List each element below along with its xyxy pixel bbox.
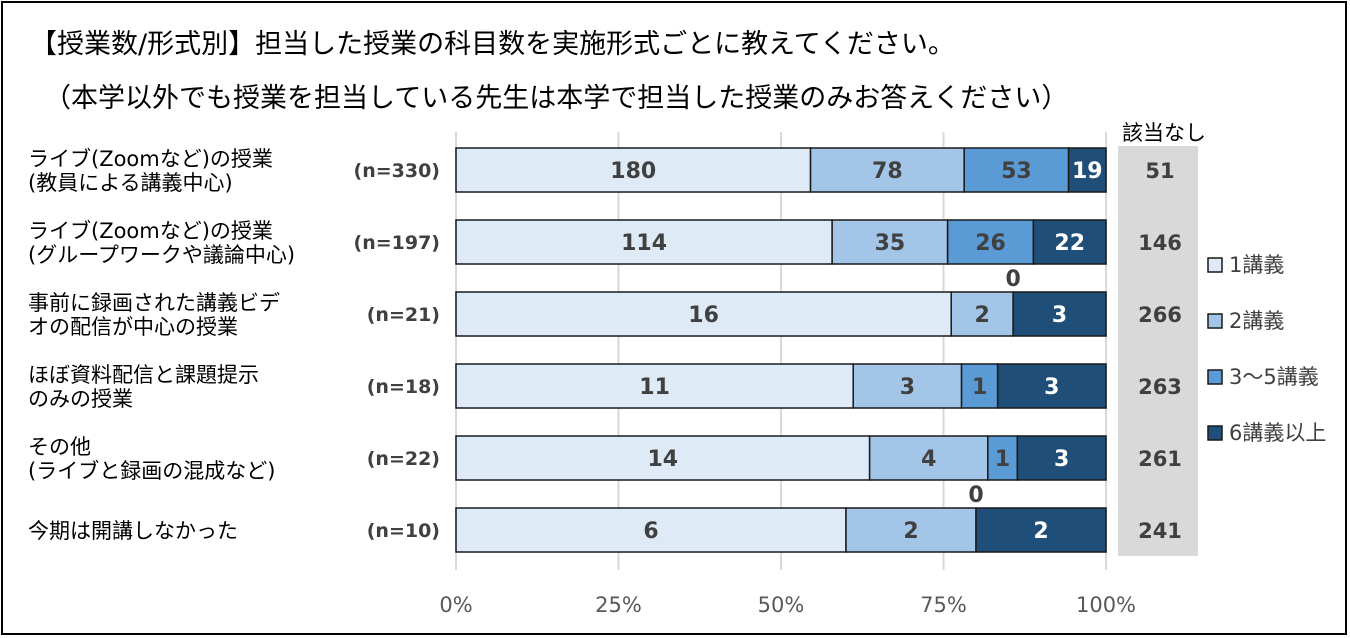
n-label: (n=22) <box>367 448 440 470</box>
n-label: (n=10) <box>367 520 440 542</box>
category-label: (ライブと録画の混成など) <box>28 459 275 483</box>
legend-label: 2講義 <box>1229 309 1284 333</box>
n-label: (n=197) <box>354 232 440 254</box>
bar-segment <box>455 219 833 265</box>
bar-segment <box>960 363 999 409</box>
category-label: ライブ(Zoomなど)の授業 <box>28 147 273 171</box>
none-value: 261 <box>1138 447 1182 471</box>
data-label: 78 <box>872 159 903 184</box>
bar-segment <box>868 435 989 481</box>
bar-segment <box>946 219 1035 265</box>
n-label: (n=21) <box>367 304 440 326</box>
data-label: 16 <box>688 303 719 328</box>
bar-segment <box>845 507 977 553</box>
x-tick-label: 75% <box>920 593 967 617</box>
data-label-zero: 0 <box>968 483 983 508</box>
category-label: のみの授業 <box>28 387 133 411</box>
n-label: (n=330) <box>354 160 440 182</box>
data-label: 2 <box>903 519 918 544</box>
legend-label: 1講義 <box>1229 253 1284 277</box>
data-label: 2 <box>1033 519 1048 544</box>
none-header: 該当なし <box>1122 121 1206 145</box>
none-column-bg <box>1118 146 1198 556</box>
none-value: 266 <box>1138 303 1182 327</box>
data-label: 22 <box>1054 231 1085 256</box>
x-tick-label: 50% <box>758 593 805 617</box>
category-label: その他 <box>28 435 91 459</box>
legend-swatch <box>1207 369 1223 385</box>
legend-swatch <box>1207 257 1223 273</box>
data-label: 3 <box>900 375 915 400</box>
none-value: 146 <box>1138 231 1182 255</box>
category-label: ほぼ資料配信と課題提示 <box>28 363 259 387</box>
bar-segment <box>950 291 1014 337</box>
data-label: 26 <box>975 231 1006 256</box>
chart-subtitle: （本学以外でも授業を担当している先生は本学で担当した授業のみお答えください） <box>44 83 1069 114</box>
data-label: 1 <box>972 375 987 400</box>
bar-segment <box>1016 435 1107 481</box>
data-label: 6 <box>643 519 658 544</box>
legend-label: 3〜5講義 <box>1229 365 1319 389</box>
bar-segment <box>1032 219 1107 265</box>
data-label: 11 <box>639 375 670 400</box>
bar-segment <box>987 435 1019 481</box>
data-label: 14 <box>648 447 679 472</box>
category-label: (グループワークや議論中心) <box>28 243 295 267</box>
legend-label: 6講義以上 <box>1229 421 1326 445</box>
bar-segment <box>852 363 963 409</box>
none-value: 51 <box>1145 159 1174 183</box>
category-label: ライブ(Zoomなど)の授業 <box>28 219 273 243</box>
none-value: 241 <box>1138 519 1182 543</box>
category-label: オの配信が中心の授業 <box>28 315 238 339</box>
n-label: (n=18) <box>367 376 440 398</box>
data-label: 35 <box>875 231 906 256</box>
bar-segment <box>975 507 1107 553</box>
data-label: 3 <box>1044 375 1059 400</box>
category-label: 今期は開講しなかった <box>28 519 238 543</box>
data-label: 19 <box>1072 159 1103 184</box>
bar-segment <box>831 219 949 265</box>
none-value: 263 <box>1138 375 1182 399</box>
data-label: 3 <box>1052 303 1067 328</box>
data-label: 114 <box>621 231 667 256</box>
data-label-zero: 0 <box>1005 267 1020 292</box>
data-label: 4 <box>921 447 936 472</box>
x-tick-label: 25% <box>595 593 642 617</box>
x-tick-label: 100% <box>1076 593 1136 617</box>
category-label: (教員による講義中心) <box>28 171 233 195</box>
data-label: 180 <box>610 159 656 184</box>
bar-segment <box>1067 147 1107 193</box>
category-label: 事前に録画された講義ビデ <box>28 291 280 315</box>
data-label: 2 <box>975 303 990 328</box>
bar-segment <box>996 363 1107 409</box>
chart-title: 【授業数/形式別】担当した授業の科目数を実施形式ごとに教えてください。 <box>30 29 955 60</box>
data-label: 3 <box>1054 447 1069 472</box>
legend-swatch <box>1207 425 1223 441</box>
bar-segment <box>455 147 812 193</box>
data-label: 53 <box>1001 159 1032 184</box>
legend-swatch <box>1207 313 1223 329</box>
bar-segment <box>455 435 871 481</box>
data-label: 1 <box>995 447 1010 472</box>
bar-segment <box>455 363 854 409</box>
x-tick-label: 0% <box>439 593 472 617</box>
bar-segment <box>1012 291 1107 337</box>
